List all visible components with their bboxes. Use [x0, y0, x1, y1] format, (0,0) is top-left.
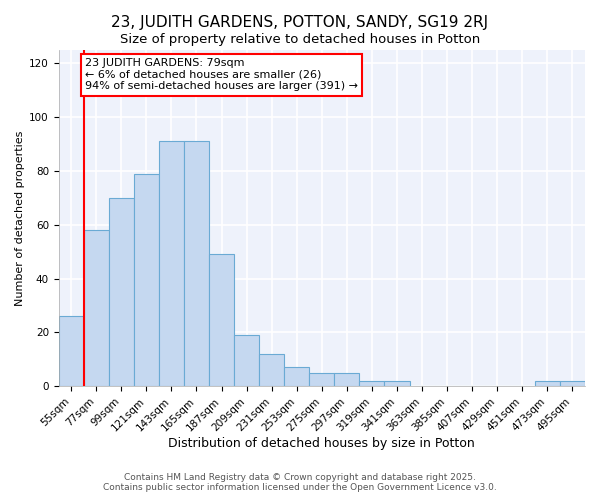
Bar [385, 381, 410, 386]
Text: Contains HM Land Registry data © Crown copyright and database right 2025.
Contai: Contains HM Land Registry data © Crown c… [103, 473, 497, 492]
Bar [134, 174, 159, 386]
Bar [560, 381, 585, 386]
Bar [309, 373, 334, 386]
Y-axis label: Number of detached properties: Number of detached properties [15, 130, 25, 306]
Bar [159, 142, 184, 386]
Bar [234, 335, 259, 386]
Text: 23 JUDITH GARDENS: 79sqm
← 6% of detached houses are smaller (26)
94% of semi-de: 23 JUDITH GARDENS: 79sqm ← 6% of detache… [85, 58, 358, 92]
Bar [84, 230, 109, 386]
Bar [535, 381, 560, 386]
Bar [209, 254, 234, 386]
Bar [184, 142, 209, 386]
Bar [59, 316, 84, 386]
X-axis label: Distribution of detached houses by size in Potton: Distribution of detached houses by size … [169, 437, 475, 450]
Bar [359, 381, 385, 386]
Bar [334, 373, 359, 386]
Text: Size of property relative to detached houses in Potton: Size of property relative to detached ho… [120, 32, 480, 46]
Bar [259, 354, 284, 386]
Bar [109, 198, 134, 386]
Bar [284, 368, 309, 386]
Text: 23, JUDITH GARDENS, POTTON, SANDY, SG19 2RJ: 23, JUDITH GARDENS, POTTON, SANDY, SG19 … [112, 15, 488, 30]
